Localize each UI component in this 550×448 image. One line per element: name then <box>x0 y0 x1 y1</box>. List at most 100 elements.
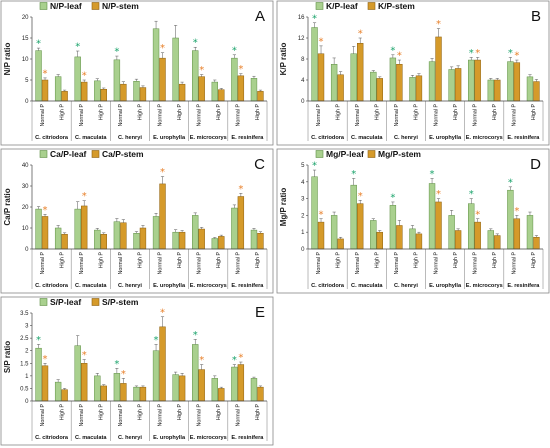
y-tick-label: 0 <box>25 247 29 253</box>
y-tick-label: 10 <box>22 226 29 232</box>
bar-stem <box>120 222 127 250</box>
legend-label-leaf: Ca/P-leaf <box>50 149 87 159</box>
legend-swatch-stem <box>91 150 100 158</box>
legend-swatch-stem <box>91 298 100 306</box>
bar-stem <box>337 74 344 102</box>
legend-swatch-stem <box>367 2 376 10</box>
bar-leaf <box>330 215 338 250</box>
bar-leaf <box>468 203 475 250</box>
x-tick-label: High P <box>492 104 498 121</box>
significance-star-stem: * <box>514 51 519 62</box>
bar-leaf <box>409 228 416 250</box>
significance-star-leaf: * <box>508 177 513 188</box>
species-label: C. citriodora <box>311 283 345 289</box>
bar-stem <box>237 364 245 402</box>
significance-star-stem: * <box>160 167 165 178</box>
bar-leaf <box>74 56 81 102</box>
significance-star-stem: * <box>397 51 402 62</box>
significance-star-stem: * <box>238 64 243 75</box>
x-tick-label: High P <box>99 404 105 421</box>
bar-stem <box>474 59 481 102</box>
x-tick-label: High P <box>138 252 144 269</box>
x-tick-label: Normal P <box>236 104 242 127</box>
bar-stem <box>218 236 225 250</box>
legend-swatch-leaf <box>39 2 48 10</box>
bar-stem <box>61 91 68 102</box>
species-label: E. resinifera <box>231 283 264 289</box>
x-tick-label: High P <box>255 252 261 269</box>
significance-star-leaf: * <box>390 192 395 203</box>
bar-leaf <box>94 375 101 402</box>
bar-stem <box>474 221 481 250</box>
x-tick-label: High P <box>414 104 420 121</box>
y-tick-label: 30 <box>22 184 29 190</box>
significance-star-leaf: * <box>508 48 513 59</box>
significance-star-stem: * <box>82 191 87 202</box>
bar-stem <box>317 221 325 250</box>
y-tick-label: 12 <box>298 36 305 42</box>
bar-leaf <box>133 386 140 402</box>
bar-leaf <box>35 50 42 102</box>
x-tick-label: High P <box>138 404 144 421</box>
bar-leaf <box>507 61 514 102</box>
bar-leaf <box>370 220 377 250</box>
x-tick-label: High P <box>59 104 65 121</box>
species-label: C. citriodora <box>35 435 69 441</box>
y-tick-label: 4 <box>301 78 305 84</box>
species-label: E. urophylla <box>429 283 462 289</box>
species-label: E. resinifera <box>507 283 540 289</box>
y-axis-label: Ca/P ratio <box>3 188 12 225</box>
x-tick-label: High P <box>99 104 105 121</box>
bar-stem <box>218 89 225 102</box>
bar-leaf <box>389 57 397 102</box>
y-tick-label: 40 <box>22 163 29 169</box>
bar-stem <box>41 79 49 102</box>
x-tick-label: Normal P <box>79 104 85 127</box>
species-label: C. henryi <box>118 135 142 141</box>
significance-star-leaf: * <box>232 355 237 366</box>
x-tick-label: Normal P <box>394 252 400 275</box>
bar-leaf <box>389 205 397 250</box>
y-tick-label: 2 <box>301 213 305 219</box>
x-tick-label: Normal P <box>433 104 439 127</box>
significance-star-stem: * <box>121 369 126 380</box>
bar-leaf <box>211 378 218 402</box>
bar-leaf <box>468 59 475 102</box>
significance-star-stem: * <box>82 350 87 361</box>
significance-star-stem: * <box>43 354 48 365</box>
significance-star-stem: * <box>436 19 441 30</box>
bar-leaf <box>192 215 199 250</box>
x-tick-label: High P <box>375 252 381 269</box>
legend-label-stem: Ca/P-stem <box>102 149 144 159</box>
bar-stem <box>159 57 166 102</box>
legend-label-leaf: N/P-leaf <box>50 1 82 11</box>
bar-stem <box>533 236 540 250</box>
species-label: E. urophylla <box>153 435 186 441</box>
panel-c: 0 10 20 30 40 Ca/P ratio C Ca/P-leaf Ca/P-stem * N… <box>0 148 274 294</box>
species-label: C. henryi <box>118 283 142 289</box>
legend-label-stem: N/P-stem <box>102 1 139 11</box>
bar-stem <box>257 91 264 102</box>
legend-label-leaf: S/P-leaf <box>50 297 81 307</box>
bar-stem <box>513 62 521 102</box>
significance-star-leaf: * <box>75 42 80 53</box>
bar-leaf <box>54 227 62 250</box>
significance-star-leaf: * <box>312 13 317 24</box>
x-tick-label: Normal P <box>157 252 163 275</box>
significance-star-stem: * <box>43 205 48 216</box>
x-tick-label: Normal P <box>512 252 518 275</box>
bar-stem <box>454 68 462 102</box>
bar-stem <box>376 78 383 102</box>
x-tick-label: High P <box>255 404 261 421</box>
y-axis-label: N/P ratio <box>3 43 12 76</box>
bar-leaf <box>192 50 199 102</box>
x-tick-label: Normal P <box>118 252 124 275</box>
y-tick-label: 2.5 <box>20 336 29 342</box>
significance-star-leaf: * <box>193 38 198 49</box>
bar-stem <box>198 228 205 250</box>
significance-star-leaf: * <box>232 45 237 56</box>
x-tick-label: High P <box>255 104 261 121</box>
bar-stem <box>81 363 88 402</box>
y-axis-label: Mg/P ratio <box>279 188 288 227</box>
y-axis-label: K/P ratio <box>279 43 288 76</box>
